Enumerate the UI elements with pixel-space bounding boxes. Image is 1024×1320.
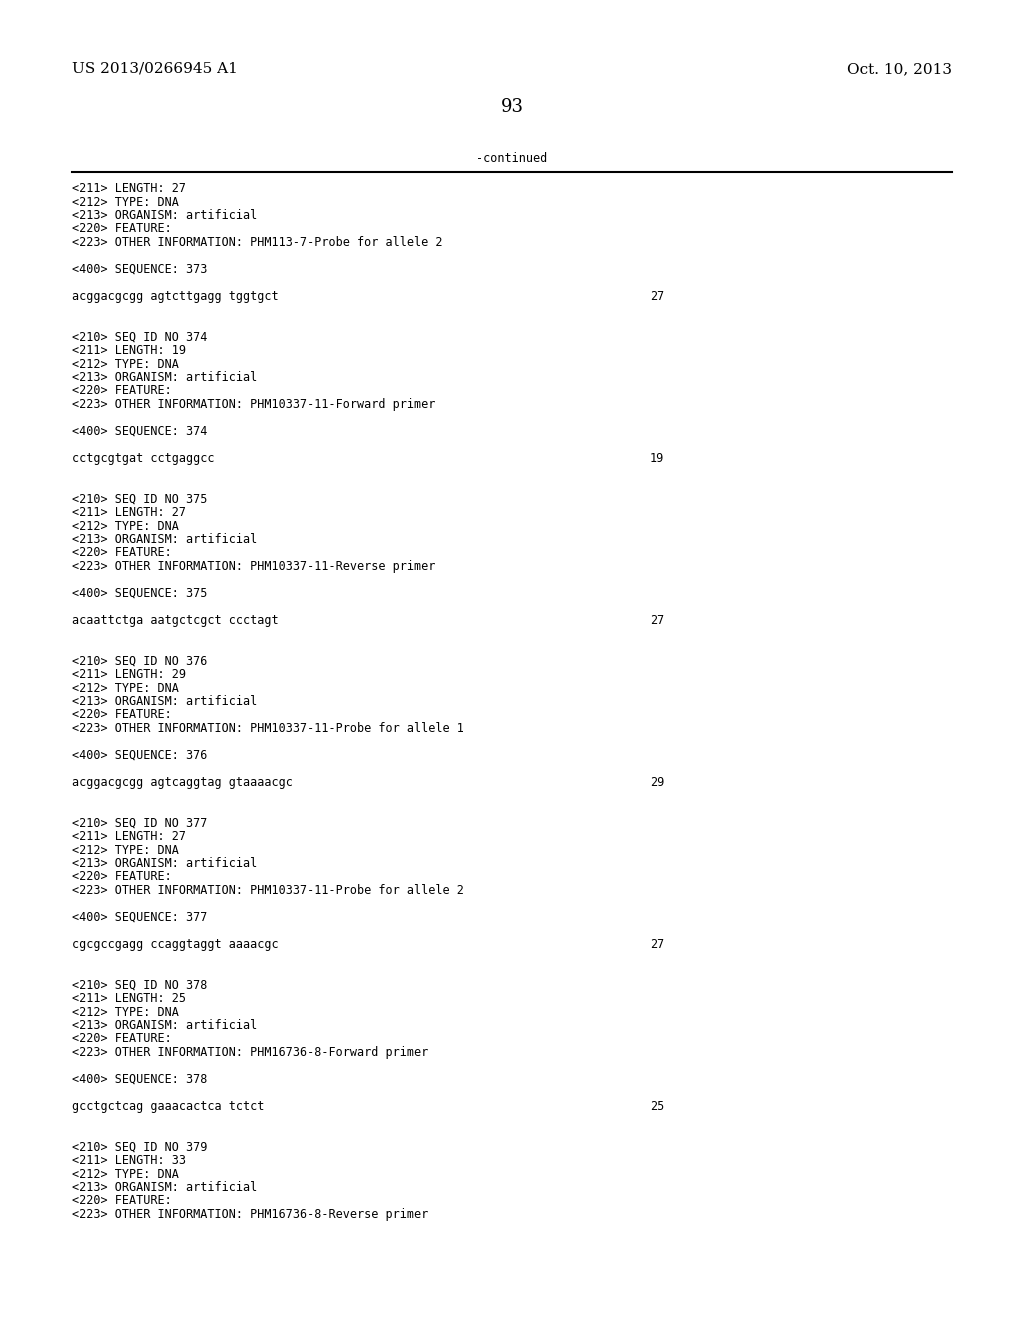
Text: acggacgcgg agtcaggtag gtaaaacgc: acggacgcgg agtcaggtag gtaaaacgc [72,776,293,789]
Text: <220> FEATURE:: <220> FEATURE: [72,1032,172,1045]
Text: <223> OTHER INFORMATION: PHM10337-11-Forward primer: <223> OTHER INFORMATION: PHM10337-11-For… [72,399,435,411]
Text: <213> ORGANISM: artificial: <213> ORGANISM: artificial [72,1019,257,1032]
Text: <220> FEATURE:: <220> FEATURE: [72,1195,172,1208]
Text: <210> SEQ ID NO 379: <210> SEQ ID NO 379 [72,1140,208,1154]
Text: 27: 27 [650,939,665,950]
Text: <211> LENGTH: 33: <211> LENGTH: 33 [72,1154,186,1167]
Text: cctgcgtgat cctgaggcc: cctgcgtgat cctgaggcc [72,451,214,465]
Text: <210> SEQ ID NO 376: <210> SEQ ID NO 376 [72,655,208,668]
Text: 25: 25 [650,1100,665,1113]
Text: <220> FEATURE:: <220> FEATURE: [72,384,172,397]
Text: <223> OTHER INFORMATION: PHM113-7-Probe for allele 2: <223> OTHER INFORMATION: PHM113-7-Probe … [72,236,442,249]
Text: <211> LENGTH: 27: <211> LENGTH: 27 [72,182,186,195]
Text: <223> OTHER INFORMATION: PHM10337-11-Probe for allele 2: <223> OTHER INFORMATION: PHM10337-11-Pro… [72,884,464,898]
Text: <213> ORGANISM: artificial: <213> ORGANISM: artificial [72,696,257,708]
Text: acaattctga aatgctcgct ccctagt: acaattctga aatgctcgct ccctagt [72,614,279,627]
Text: <400> SEQUENCE: 378: <400> SEQUENCE: 378 [72,1073,208,1086]
Text: -continued: -continued [476,152,548,165]
Text: <213> ORGANISM: artificial: <213> ORGANISM: artificial [72,371,257,384]
Text: <212> TYPE: DNA: <212> TYPE: DNA [72,1006,179,1019]
Text: <212> TYPE: DNA: <212> TYPE: DNA [72,358,179,371]
Text: <223> OTHER INFORMATION: PHM16736-8-Reverse primer: <223> OTHER INFORMATION: PHM16736-8-Reve… [72,1208,428,1221]
Text: 93: 93 [501,98,523,116]
Text: <212> TYPE: DNA: <212> TYPE: DNA [72,195,179,209]
Text: <223> OTHER INFORMATION: PHM10337-11-Probe for allele 1: <223> OTHER INFORMATION: PHM10337-11-Pro… [72,722,464,735]
Text: <210> SEQ ID NO 377: <210> SEQ ID NO 377 [72,817,208,829]
Text: <400> SEQUENCE: 375: <400> SEQUENCE: 375 [72,587,208,601]
Text: <212> TYPE: DNA: <212> TYPE: DNA [72,1167,179,1180]
Text: <220> FEATURE:: <220> FEATURE: [72,870,172,883]
Text: <210> SEQ ID NO 374: <210> SEQ ID NO 374 [72,330,208,343]
Text: <220> FEATURE:: <220> FEATURE: [72,546,172,560]
Text: <210> SEQ ID NO 378: <210> SEQ ID NO 378 [72,978,208,991]
Text: <211> LENGTH: 27: <211> LENGTH: 27 [72,506,186,519]
Text: <212> TYPE: DNA: <212> TYPE: DNA [72,843,179,857]
Text: <400> SEQUENCE: 377: <400> SEQUENCE: 377 [72,911,208,924]
Text: <213> ORGANISM: artificial: <213> ORGANISM: artificial [72,209,257,222]
Text: <400> SEQUENCE: 373: <400> SEQUENCE: 373 [72,263,208,276]
Text: cgcgccgagg ccaggtaggt aaaacgc: cgcgccgagg ccaggtaggt aaaacgc [72,939,279,950]
Text: <223> OTHER INFORMATION: PHM16736-8-Forward primer: <223> OTHER INFORMATION: PHM16736-8-Forw… [72,1045,428,1059]
Text: <220> FEATURE:: <220> FEATURE: [72,709,172,722]
Text: <400> SEQUENCE: 376: <400> SEQUENCE: 376 [72,748,208,762]
Text: Oct. 10, 2013: Oct. 10, 2013 [847,62,952,77]
Text: acggacgcgg agtcttgagg tggtgct: acggacgcgg agtcttgagg tggtgct [72,290,279,304]
Text: <213> ORGANISM: artificial: <213> ORGANISM: artificial [72,533,257,546]
Text: <211> LENGTH: 19: <211> LENGTH: 19 [72,345,186,356]
Text: <210> SEQ ID NO 375: <210> SEQ ID NO 375 [72,492,208,506]
Text: 27: 27 [650,290,665,304]
Text: <220> FEATURE:: <220> FEATURE: [72,223,172,235]
Text: <213> ORGANISM: artificial: <213> ORGANISM: artificial [72,1181,257,1195]
Text: <223> OTHER INFORMATION: PHM10337-11-Reverse primer: <223> OTHER INFORMATION: PHM10337-11-Rev… [72,560,435,573]
Text: US 2013/0266945 A1: US 2013/0266945 A1 [72,62,238,77]
Text: <213> ORGANISM: artificial: <213> ORGANISM: artificial [72,857,257,870]
Text: 29: 29 [650,776,665,789]
Text: <211> LENGTH: 27: <211> LENGTH: 27 [72,830,186,843]
Text: 27: 27 [650,614,665,627]
Text: <212> TYPE: DNA: <212> TYPE: DNA [72,681,179,694]
Text: <211> LENGTH: 25: <211> LENGTH: 25 [72,993,186,1005]
Text: gcctgctcag gaaacactca tctct: gcctgctcag gaaacactca tctct [72,1100,264,1113]
Text: 19: 19 [650,451,665,465]
Text: <211> LENGTH: 29: <211> LENGTH: 29 [72,668,186,681]
Text: <212> TYPE: DNA: <212> TYPE: DNA [72,520,179,532]
Text: <400> SEQUENCE: 374: <400> SEQUENCE: 374 [72,425,208,438]
